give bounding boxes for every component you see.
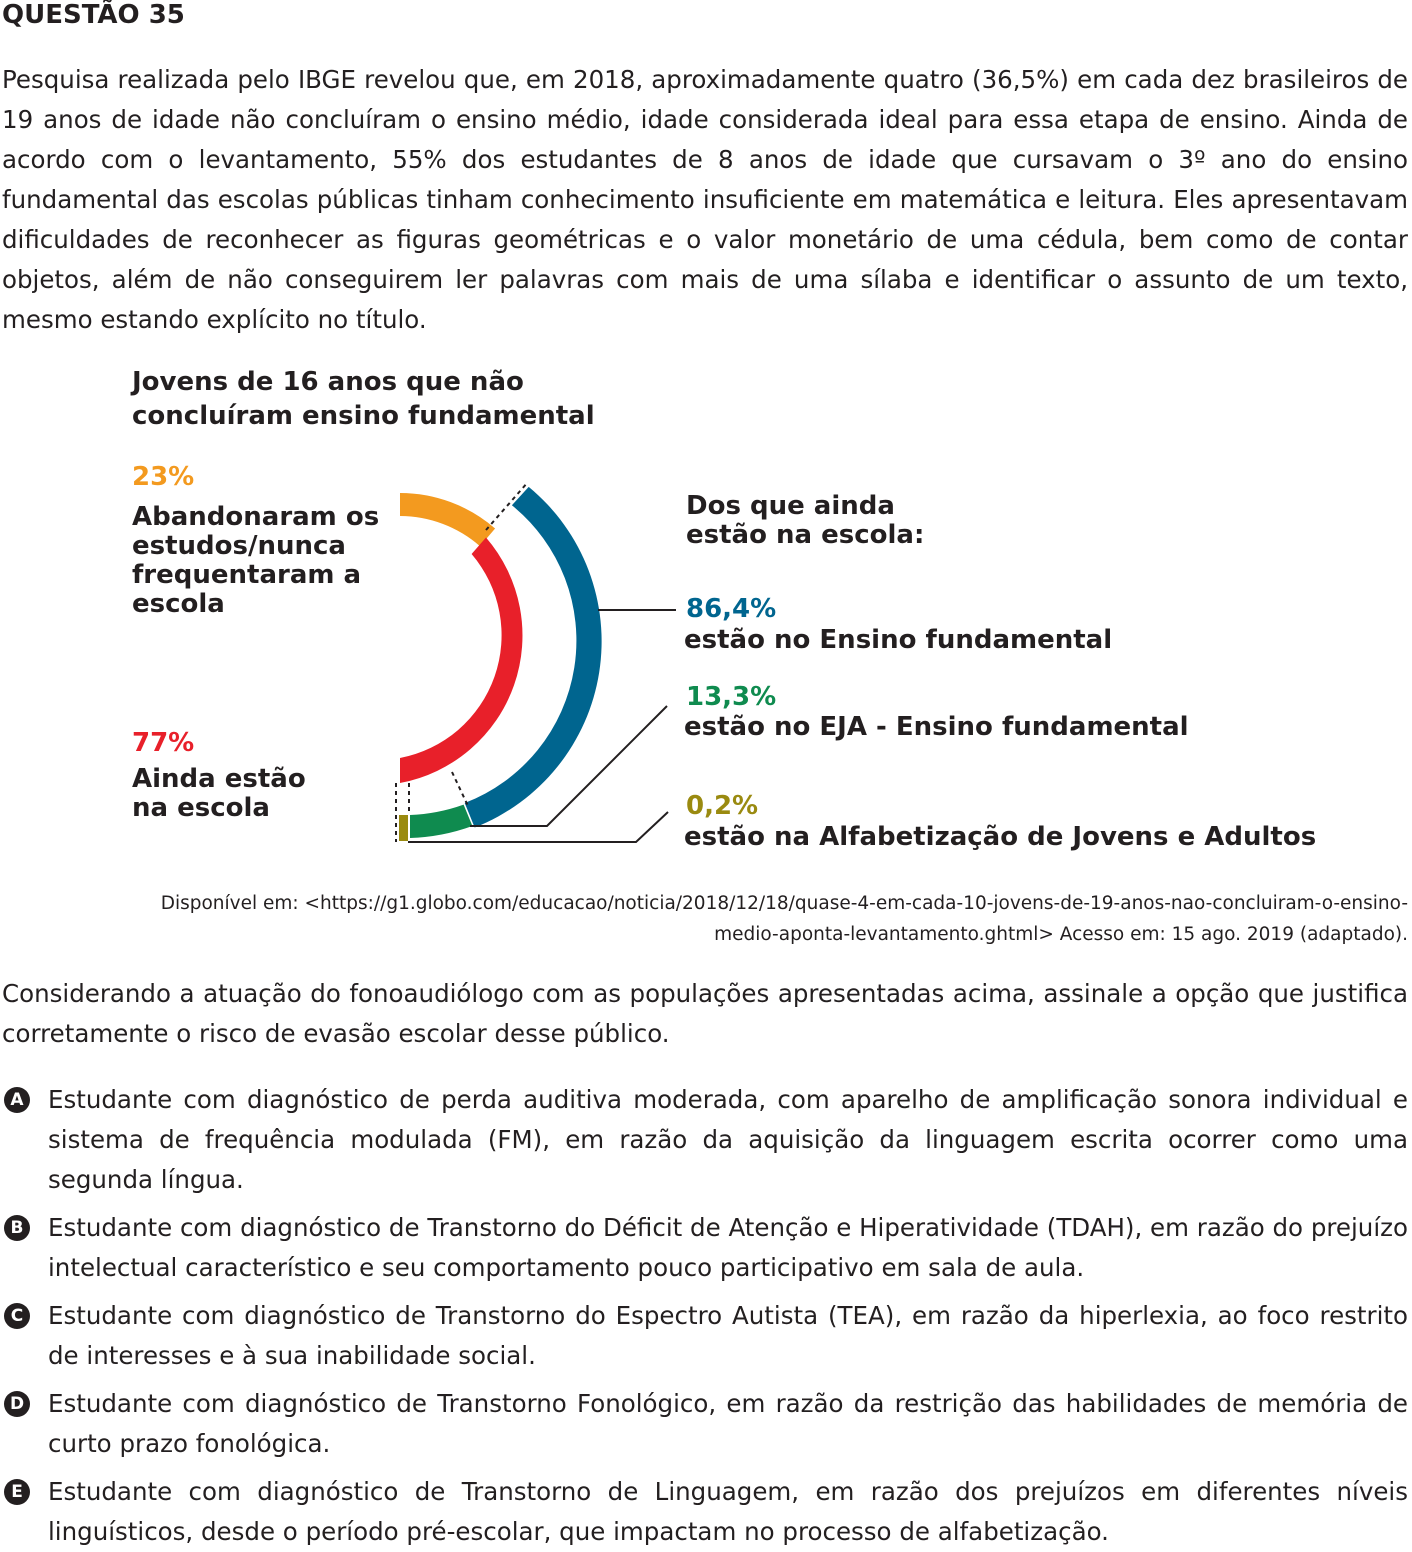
in-school-label-line: Ainda estão — [132, 764, 306, 794]
source-line: Disponível em: <https://g1.globo.com/edu… — [160, 893, 1408, 914]
option-text: Estudante com diagnóstico de Transtorno … — [48, 1389, 1408, 1458]
abandoned-label-line: estudos/nunca — [132, 531, 346, 561]
infographic-arcs — [395, 481, 676, 843]
in-school-percent: 77% — [132, 728, 195, 758]
option-letter-badge: C — [4, 1303, 30, 1329]
ensino-fundamental-label: estão no Ensino fundamental — [684, 625, 1113, 655]
option-text: Estudante com diagnóstico de Transtorno … — [48, 1213, 1408, 1282]
leader-line-alfabetizacao — [408, 811, 669, 843]
option-letter-badge: E — [4, 1479, 30, 1505]
arc-in-school — [400, 537, 523, 783]
eja-label: estão no EJA - Ensino fundamental — [684, 712, 1189, 742]
ensino-fundamental-percent: 86,4% — [686, 594, 777, 624]
question-title: QUESTÃO 35 — [2, 0, 185, 30]
option-text: Estudante com diagnóstico de perda audit… — [48, 1085, 1408, 1194]
abandoned-label-line: frequentaram a — [132, 560, 362, 590]
dashed-connector-top — [485, 481, 529, 531]
abandoned-label: Abandonaram os estudos/nunca frequentara… — [132, 503, 379, 619]
in-school-label: Ainda estão na escola — [132, 765, 306, 823]
question-lead-text: Considerando a atuação do fonoaudiólogo … — [2, 979, 1408, 1048]
source-citation: Disponível em: <https://g1.globo.com/edu… — [28, 888, 1408, 950]
leader-line-eja — [470, 705, 668, 827]
arc-eja — [410, 804, 473, 838]
infographic-title-line2: concluíram ensino fundamental — [132, 401, 595, 431]
infographic: Jovens de 16 anos que não concluíram ens… — [0, 355, 1412, 865]
alfabetizacao-label: estão na Alfabetização de Jovens e Adult… — [684, 822, 1317, 852]
in-school-label-line: na escola — [132, 793, 270, 823]
abandoned-percent: 23% — [132, 462, 195, 492]
dashed-connector-bottom-right — [451, 771, 469, 807]
arc-alfabetizacao — [399, 815, 408, 841]
option-text: Estudante com diagnóstico de Transtorno … — [48, 1301, 1408, 1370]
arc-abandoned — [400, 493, 496, 547]
right-header-line: Dos que ainda — [686, 491, 895, 521]
infographic-title: Jovens de 16 anos que não concluíram ens… — [132, 365, 595, 433]
abandoned-label-line: escola — [132, 589, 225, 619]
source-line: medio-aponta-levantamento.ghtml> Acesso … — [714, 924, 1408, 945]
option-letter-badge: D — [4, 1391, 30, 1417]
arc-ensino-fundamental — [464, 486, 602, 828]
right-header: Dos que ainda estão na escola: — [686, 492, 924, 550]
infographic-title-line1: Jovens de 16 anos que não — [132, 367, 524, 397]
abandoned-label-line: Abandonaram os — [132, 502, 380, 532]
question-intro-text: Pesquisa realizada pelo IBGE revelou que… — [2, 65, 1408, 334]
option-letter-badge: B — [4, 1215, 30, 1241]
right-header-line: estão na escola: — [686, 520, 925, 550]
option-text: Estudante com diagnóstico de Transtorno … — [48, 1477, 1408, 1546]
alfabetizacao-percent: 0,2% — [686, 791, 759, 821]
eja-percent: 13,3% — [686, 682, 777, 712]
option-letter-badge: A — [4, 1087, 30, 1113]
